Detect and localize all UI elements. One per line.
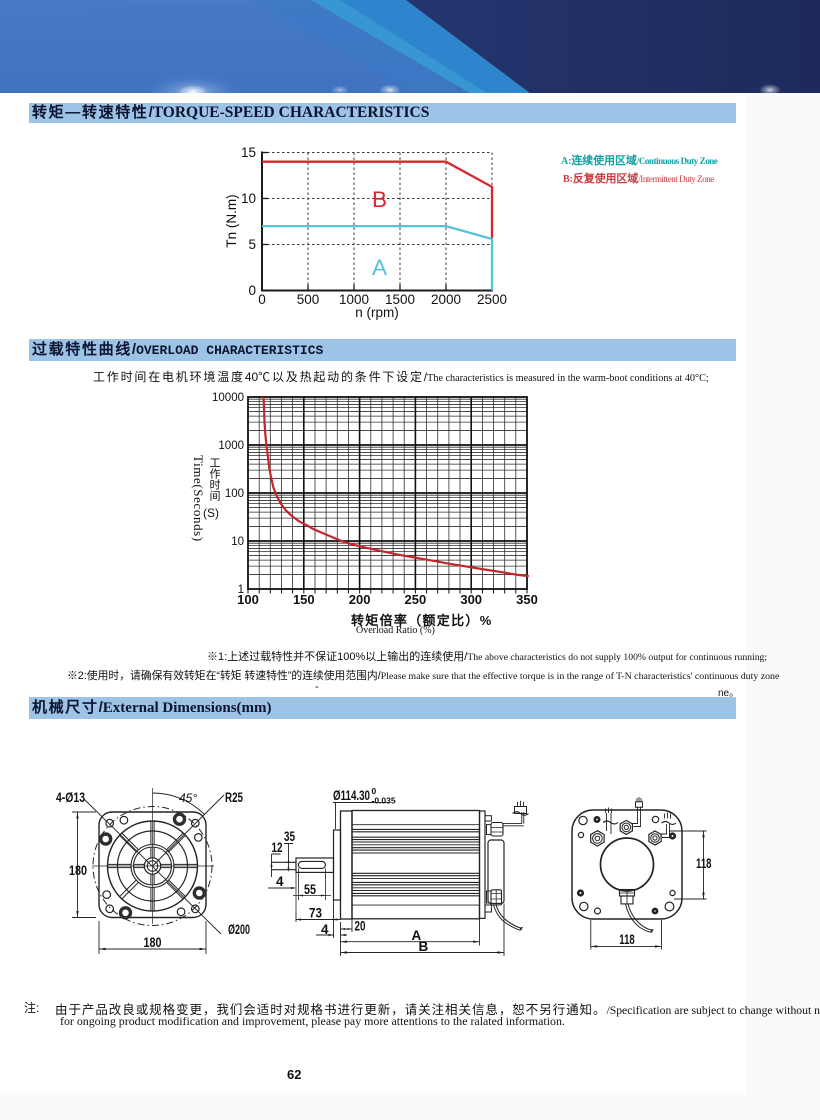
svg-text:500: 500 <box>297 292 320 307</box>
svg-text:180: 180 <box>144 935 162 950</box>
svg-text:300: 300 <box>460 592 482 607</box>
svg-text:20: 20 <box>355 919 366 934</box>
svg-text:10: 10 <box>231 536 244 548</box>
svg-text:200: 200 <box>349 592 371 607</box>
svg-text:73: 73 <box>309 906 322 921</box>
svg-text:12: 12 <box>272 840 283 855</box>
svg-text:150: 150 <box>293 592 315 607</box>
svg-text:180: 180 <box>69 863 87 878</box>
svg-text:0: 0 <box>258 292 266 307</box>
svg-text:1000: 1000 <box>218 440 244 452</box>
svg-text:35: 35 <box>284 829 295 844</box>
svg-text:Tn (N.m): Tn (N.m) <box>225 194 239 247</box>
svg-text:0: 0 <box>248 283 256 298</box>
svg-text:15: 15 <box>241 145 256 160</box>
svg-text:55: 55 <box>304 882 316 897</box>
svg-text:B: B <box>372 187 387 212</box>
svg-text:n (rpm): n (rpm) <box>355 305 399 320</box>
svg-text:B: B <box>419 939 429 954</box>
svg-text:4: 4 <box>321 922 329 937</box>
svg-text:45°: 45° <box>179 791 197 805</box>
svg-text:Ø114.30: Ø114.30 <box>333 788 370 803</box>
svg-text:100: 100 <box>237 592 259 607</box>
svg-text:250: 250 <box>405 592 427 607</box>
svg-text:118: 118 <box>696 856 712 871</box>
svg-text:2000: 2000 <box>431 292 461 307</box>
svg-text:2500: 2500 <box>477 292 507 307</box>
svg-text:10000: 10000 <box>212 392 244 404</box>
svg-text:10: 10 <box>241 191 256 206</box>
svg-text:A: A <box>372 255 387 280</box>
svg-text:118: 118 <box>619 932 635 947</box>
svg-text:A: A <box>412 928 422 943</box>
svg-text:350: 350 <box>516 592 538 607</box>
svg-text:4-Ø13: 4-Ø13 <box>56 790 85 805</box>
svg-text:Ø200: Ø200 <box>228 922 250 937</box>
svg-text:1000: 1000 <box>339 292 369 307</box>
svg-text:5: 5 <box>248 237 256 252</box>
svg-text:4: 4 <box>276 874 284 889</box>
svg-text:0: 0 <box>372 786 377 796</box>
svg-text:R25: R25 <box>225 790 243 805</box>
svg-text:100: 100 <box>225 488 244 500</box>
svg-text:1500: 1500 <box>385 292 415 307</box>
svg-text:-0.035: -0.035 <box>372 796 396 806</box>
svg-text:1: 1 <box>238 584 244 596</box>
